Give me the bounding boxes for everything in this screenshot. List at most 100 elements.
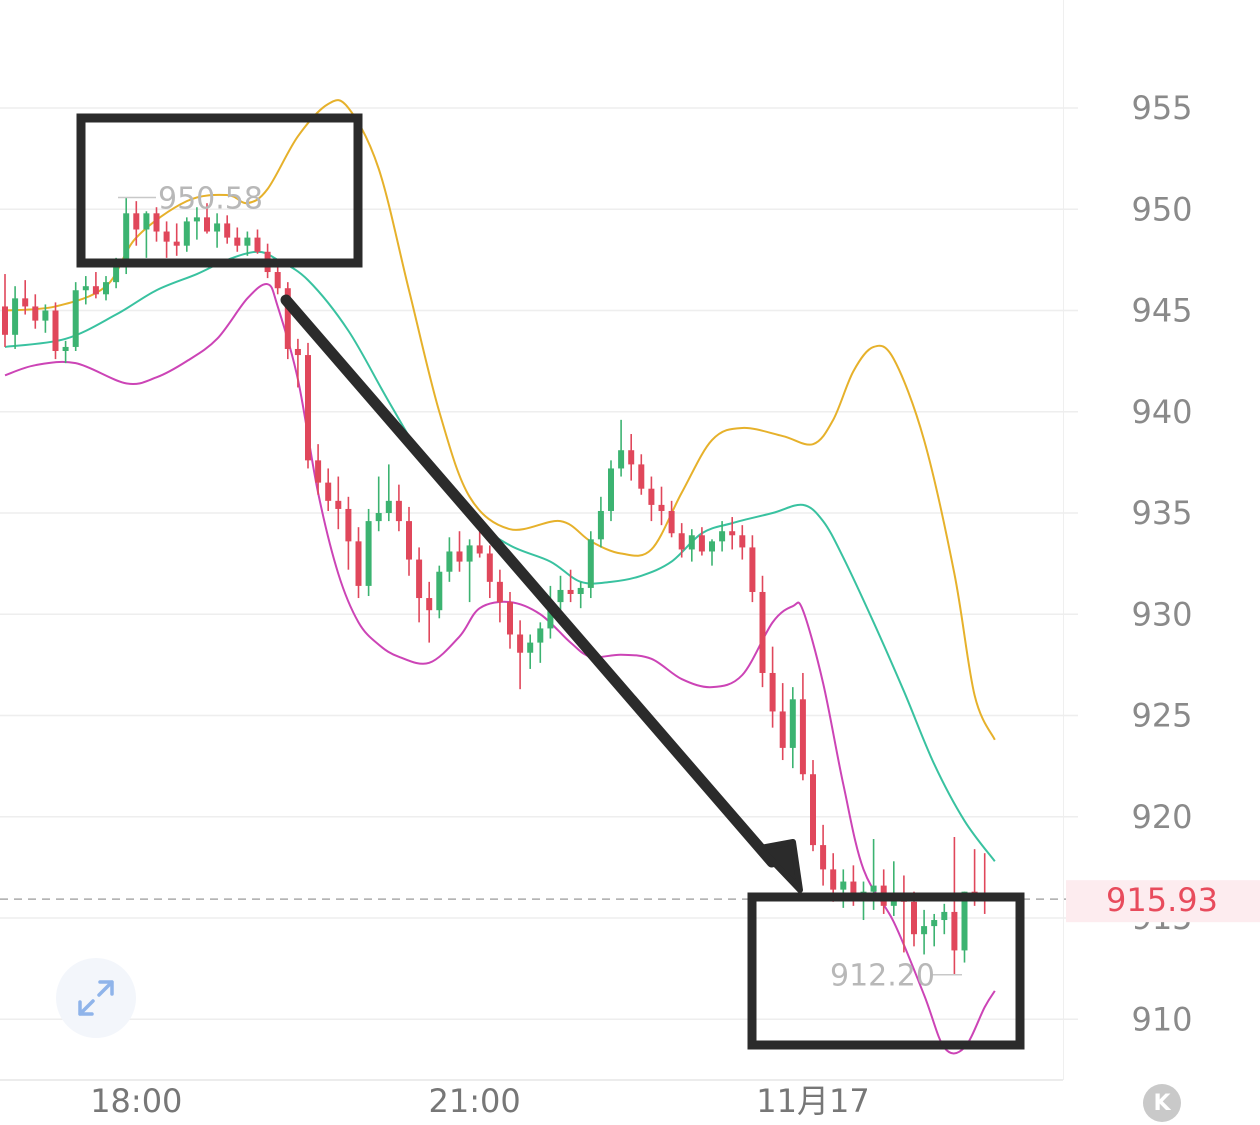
candle (618, 419, 625, 477)
expand-button[interactable] (56, 958, 136, 1038)
candle-body (224, 223, 231, 238)
candle (355, 527, 362, 599)
candle-body (305, 355, 311, 461)
candle-body (759, 591, 766, 673)
high-annotation: 950.58 (118, 182, 263, 217)
candle-body (375, 513, 382, 522)
candle-body (567, 589, 574, 594)
candle (688, 529, 695, 562)
candle-body (507, 602, 513, 635)
candle (234, 227, 241, 252)
candle (668, 500, 675, 538)
candle (759, 575, 766, 688)
candle (890, 861, 897, 916)
candle-body (688, 535, 695, 550)
candle (385, 464, 392, 522)
candle-body (931, 920, 938, 927)
candle-body (345, 508, 352, 542)
candle (173, 223, 180, 256)
candle (416, 547, 423, 623)
current-price-label: 915.93 (1106, 881, 1218, 919)
candle-body (2, 306, 8, 335)
candle (395, 484, 402, 532)
candle-body (32, 306, 39, 321)
candle (840, 869, 847, 908)
x-tick-label: 11月17 (756, 1082, 869, 1120)
candle-body (597, 510, 604, 540)
candle-body (234, 237, 241, 246)
candle (436, 565, 443, 619)
candle-body (668, 510, 675, 534)
candle (52, 302, 59, 360)
candle-body (799, 699, 806, 775)
candle-body (395, 500, 402, 522)
candle (658, 486, 665, 526)
candle-body (416, 559, 423, 599)
candle (921, 909, 928, 955)
candle (517, 620, 524, 690)
candle-body (113, 265, 120, 283)
price-axis-separator (1063, 0, 1064, 1080)
candle (204, 203, 210, 234)
candle-body (749, 547, 756, 592)
candle-body (779, 711, 786, 748)
candle-body (486, 553, 493, 582)
x-tick-label: 18:00 (90, 1082, 182, 1120)
y-tick-label: 955 (1131, 89, 1192, 127)
high-label: 950.58 (158, 182, 263, 217)
candle-body (618, 450, 625, 469)
candle-body (648, 488, 655, 505)
highlight-box-bottom (747, 892, 1025, 1050)
candle-body (638, 464, 645, 489)
candle-body (173, 241, 180, 246)
candle (133, 201, 140, 246)
low-annotation: 912.20 (830, 959, 962, 994)
candle-body (709, 541, 715, 552)
grid-lines (0, 107, 1078, 1081)
candle-body (284, 288, 291, 349)
candle-body (739, 535, 746, 548)
candle-body (92, 286, 99, 295)
candle-body (769, 672, 776, 712)
candle-body (62, 346, 69, 351)
candle (214, 213, 221, 248)
candle-body (274, 272, 281, 289)
candle (82, 276, 89, 305)
trend-arrow-head (757, 839, 803, 893)
candle (597, 496, 604, 548)
k-icon[interactable]: K (1143, 1084, 1181, 1122)
candle (820, 824, 827, 886)
candle (466, 539, 473, 603)
candle (628, 434, 635, 481)
candle (749, 535, 756, 603)
candle-body (961, 891, 968, 951)
candle (294, 338, 301, 388)
candle-body (456, 551, 463, 562)
candle (325, 468, 332, 511)
candle (284, 282, 291, 360)
candle-body (153, 213, 160, 232)
candle-body (719, 531, 726, 542)
candle-body (244, 237, 251, 246)
candle-body (385, 500, 392, 513)
trend-arrow-shaft (280, 294, 778, 868)
lower-band-line (4, 283, 996, 1055)
candle (951, 837, 958, 975)
candle (789, 687, 796, 769)
candle (608, 460, 614, 522)
x-tick-label: 21:00 (429, 1082, 521, 1120)
candle-body (941, 911, 948, 921)
candle-body (143, 213, 150, 230)
candle-body (789, 699, 796, 748)
expand-icon (78, 980, 114, 1016)
candle-body (678, 533, 685, 550)
candle (799, 672, 806, 781)
candle-body (951, 911, 958, 951)
candle (507, 591, 513, 649)
candle-body (82, 286, 89, 291)
candle-body (446, 551, 453, 572)
candle-body (547, 602, 554, 629)
candle-body (527, 642, 534, 653)
candle-body (183, 221, 190, 246)
